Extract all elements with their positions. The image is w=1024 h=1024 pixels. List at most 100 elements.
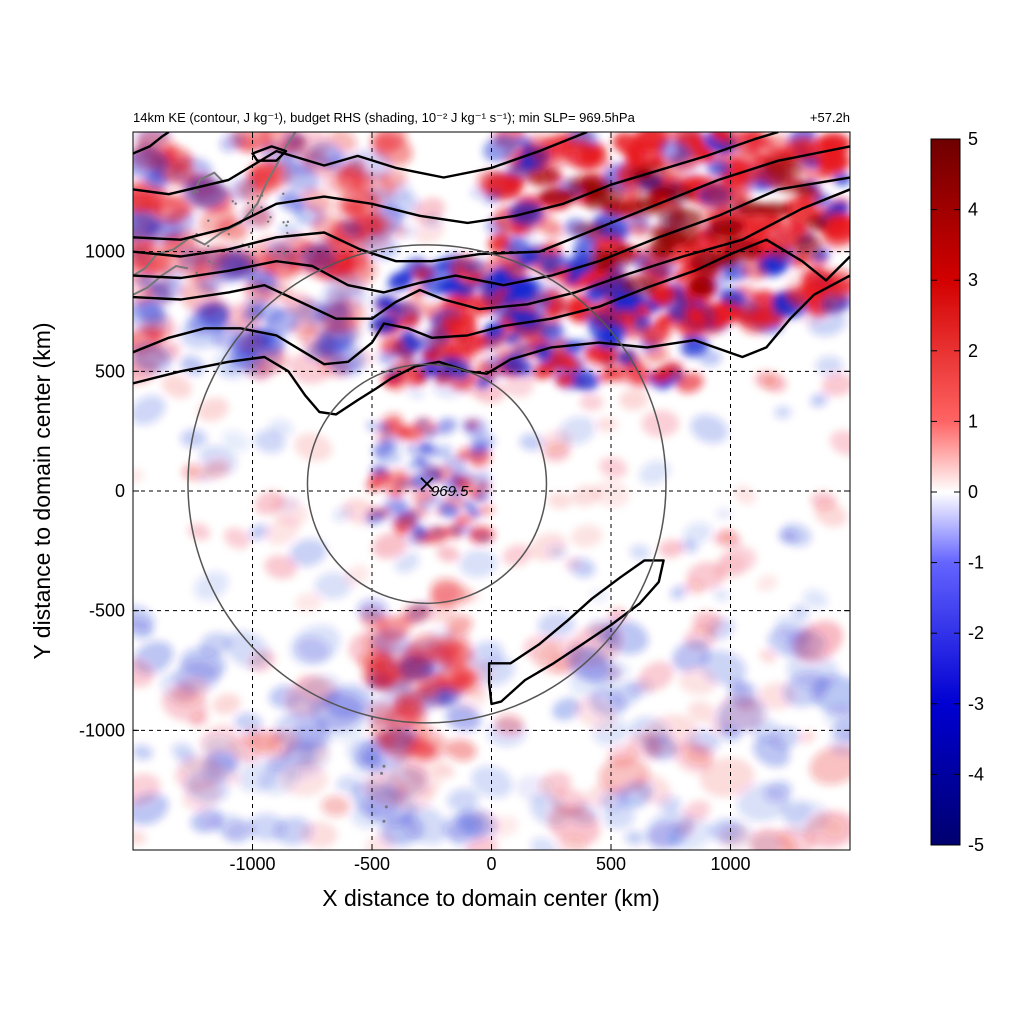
shading-cell (265, 516, 300, 546)
shading-cell (412, 740, 439, 760)
ke-contour-closed (251, 145, 288, 162)
y-axis: -1000 -500 0 500 1000 (79, 242, 850, 740)
shading-cell (223, 527, 251, 549)
shading-cell (290, 624, 341, 665)
shading-cell (133, 395, 166, 425)
shading-cell (515, 136, 533, 150)
shading-cell (713, 529, 736, 546)
shading-cell (599, 457, 628, 479)
shading-cell (133, 243, 155, 271)
shading-cell (133, 147, 169, 180)
shading-cell (698, 349, 722, 367)
shading-cell (794, 620, 844, 662)
shading-core (656, 201, 686, 225)
shading-cell (566, 645, 610, 682)
shading-cell (818, 132, 850, 155)
shading-cell (624, 363, 651, 383)
shading-cell (136, 299, 166, 324)
shading-cell (815, 149, 847, 173)
shading-cell (376, 296, 397, 312)
island-dot (266, 220, 270, 223)
x-tick-label: -500 (354, 854, 390, 874)
shading-cell (350, 215, 391, 249)
shading-cell (741, 260, 767, 281)
shading-cell (575, 697, 615, 730)
shading-core (571, 222, 607, 237)
shading-cell (475, 361, 498, 380)
shading-cell (221, 430, 250, 453)
shading-cell (441, 644, 473, 668)
shading-cell (608, 607, 627, 622)
shading-core (656, 229, 687, 248)
shading-cell (600, 346, 618, 361)
shading-cell (618, 389, 649, 411)
shading-cell (642, 322, 671, 346)
shading-cell (645, 810, 694, 849)
shading-cell (444, 317, 467, 333)
min-slp-label: 969.5 (431, 483, 469, 500)
shading-cell (220, 132, 244, 152)
island-dot (246, 256, 249, 259)
shading-cell (373, 732, 396, 751)
shading-cell (214, 246, 258, 278)
shading-cell (539, 322, 565, 341)
shading-cell (476, 532, 492, 543)
shading-cell (411, 524, 428, 539)
shading-cell (339, 219, 363, 237)
shading-cell (435, 417, 457, 435)
shading-cell (223, 819, 255, 843)
shading-cell (144, 172, 168, 190)
shading-cell (548, 805, 601, 846)
shading-cell (372, 705, 395, 724)
shading-cell (465, 419, 479, 429)
shading-cell (212, 693, 241, 715)
ke-contour-line (133, 145, 850, 263)
shading-cell (405, 443, 420, 455)
island-dot (227, 232, 231, 236)
shading-cell (622, 143, 648, 161)
shading-cell (380, 433, 402, 450)
shading-cell (319, 707, 366, 741)
ke-contour-line (133, 132, 170, 155)
x-axis-title: X distance to domain center (km) (322, 885, 659, 911)
shading-cell (161, 686, 208, 722)
coastline-segment (133, 264, 189, 296)
shading-cell (670, 585, 688, 600)
ke-contour-closed (487, 559, 665, 706)
shading-cell (547, 545, 567, 559)
y-tick-label: 500 (95, 361, 125, 381)
shading-cell (431, 365, 451, 381)
shading-cell (549, 350, 575, 370)
shading-core (688, 275, 716, 297)
shading-core (795, 235, 823, 258)
colorbar-tick-label: 5 (968, 129, 978, 149)
shading-cell (190, 807, 223, 833)
shading-cell (242, 304, 265, 322)
shading-cell (568, 294, 589, 310)
shading-cell (572, 236, 600, 259)
shading-cell (401, 298, 429, 318)
shading-cell (370, 132, 408, 154)
shading-cell (395, 525, 408, 536)
shading-cell (229, 737, 262, 763)
shading-cell (530, 837, 558, 850)
shading-cell (773, 226, 800, 249)
shading-cell (799, 730, 816, 744)
shading-cell (752, 736, 790, 768)
shading-cell (372, 668, 409, 695)
shading-cell (675, 372, 704, 393)
island-dot (382, 764, 386, 768)
colorbar-tick-label: -4 (968, 764, 984, 784)
y-tick-label: -500 (89, 601, 125, 621)
shading-cell (530, 140, 566, 168)
shading-cell (394, 552, 420, 573)
shading-cell (443, 524, 463, 540)
shading-cell (396, 364, 428, 387)
shading-cell (152, 196, 191, 224)
shading-cell (405, 461, 418, 472)
shading-cell (717, 820, 753, 847)
shading-core (602, 200, 630, 217)
shading-cell (346, 739, 384, 768)
ke-contour-line (133, 238, 850, 366)
